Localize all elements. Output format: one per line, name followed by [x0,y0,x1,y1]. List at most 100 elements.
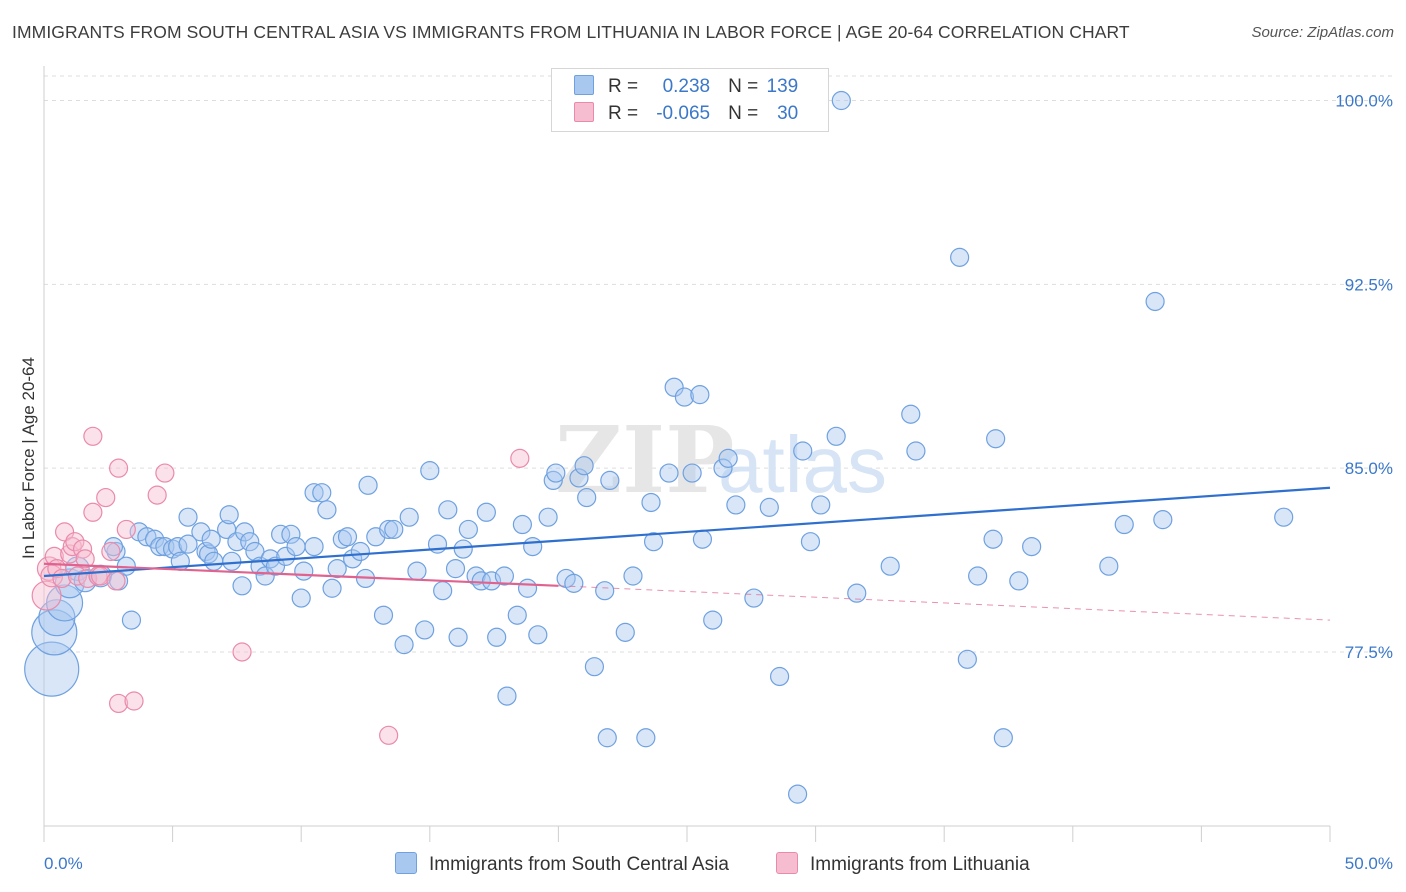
data-point-south-central-asia [950,247,970,267]
data-point-lithuania [232,642,252,662]
trend-lines [43,486,1331,621]
data-point-south-central-asia [517,578,538,598]
data-point-south-central-asia [481,571,502,591]
data-point-south-central-asia [682,463,702,483]
data-point-south-central-asia [358,475,378,495]
data-point-south-central-asia [350,541,370,562]
legend-r-label: R = [608,103,639,124]
data-point-south-central-asia [384,519,404,540]
data-point-south-central-asia [304,536,324,557]
data-point-south-central-asia [304,483,324,503]
data-point-lithuania [155,463,175,483]
data-point-south-central-asia [265,556,286,576]
data-point-south-central-asia [286,536,306,557]
data-point-south-central-asia [137,527,157,547]
x-tick-label-min: 0.0% [44,854,83,873]
data-point-south-central-asia [191,522,211,542]
pink-points [31,426,530,745]
data-point-south-central-asia [317,500,337,520]
data-point-south-central-asia [759,497,779,517]
chart-title: IMMIGRANTS FROM SOUTH CENTRAL ASIA VS IM… [12,22,1130,42]
trend-line-pink [43,562,559,587]
data-point-south-central-asia [394,635,414,655]
y-tick-label: 85.0% [1345,459,1393,478]
data-point-south-central-asia [993,728,1013,748]
data-point-south-central-asia [1099,556,1119,576]
data-point-south-central-asia [901,404,921,424]
data-point-south-central-asia [201,529,221,549]
data-point-south-central-asia [1114,514,1134,535]
y-axis-ticks: 77.5% 85.0% 92.5% 100.0% [1335,92,1393,662]
data-point-south-central-asia [659,463,679,483]
data-point-south-central-asia [1022,536,1042,557]
data-point-south-central-asia [744,588,764,608]
data-point-south-central-asia [255,566,275,586]
data-point-lithuania [379,725,399,745]
data-point-south-central-asia [332,529,352,549]
data-point-south-central-asia [769,666,790,687]
data-point-south-central-asia [574,456,594,476]
bottom-legend-blue: Immigrants from South Central Asia [395,852,729,876]
data-point-south-central-asia [494,566,514,586]
bottom-legend-pink: Immigrants from Lithuania [776,852,1030,876]
data-point-lithuania [124,691,144,711]
data-point-south-central-asia [204,551,224,571]
data-point-south-central-asia [163,539,183,559]
legend-row-pink: R = -0.065 N = 30 [574,102,798,126]
bottom-legend-label-pink: Immigrants from Lithuania [810,854,1030,875]
data-point-south-central-asia [831,90,851,111]
legend-row-blue: R = 0.238 N = 139 [574,75,798,99]
data-point-lithuania [108,693,129,714]
data-point-lithuania [116,519,136,540]
data-point-south-central-asia [476,502,496,522]
data-point-south-central-asia [222,551,242,571]
data-point-lithuania [60,544,80,564]
data-point-south-central-asia [674,387,695,407]
data-point-south-central-asia [322,578,342,598]
data-point-south-central-asia [1153,510,1173,530]
data-point-south-central-asia [641,492,661,513]
data-point-south-central-asia [178,507,198,527]
data-point-south-central-asia [291,588,311,608]
legend-swatch-pink [574,102,594,122]
data-point-south-central-asia [337,527,358,547]
legend-n-value: 139 [766,76,799,97]
data-point-south-central-asia [232,576,252,596]
data-point-south-central-asia [1009,571,1029,591]
axes [43,66,1331,842]
data-point-south-central-asia [787,784,808,804]
data-point-south-central-asia [497,686,517,706]
data-point-south-central-asia [957,649,977,669]
trend-line-blue [43,486,1331,578]
data-point-south-central-asia [690,385,710,405]
data-point-lithuania [65,532,85,552]
blue-points [24,90,1294,804]
data-point-south-central-asia [546,463,566,483]
data-point-south-central-asia [453,539,473,559]
data-point-south-central-asia [379,519,399,540]
correlation-legend: R = 0.238 N = 139 R = -0.065 N = 30 [551,68,829,132]
data-point-south-central-asia [471,571,491,591]
data-point-south-central-asia [407,561,427,581]
data-point-south-central-asia [448,627,468,647]
data-point-lithuania [96,487,116,508]
legend-r-value: -0.065 [656,103,711,124]
data-point-south-central-asia [847,583,867,603]
data-point-south-central-asia [643,532,664,552]
data-point-south-central-asia [512,514,532,535]
data-point-south-central-asia [312,483,332,503]
data-point-south-central-asia [45,584,84,622]
data-point-south-central-asia [636,728,656,748]
data-point-south-central-asia [983,529,1003,549]
data-point-south-central-asia [271,524,291,544]
bottom-legend-swatch-blue [395,852,417,874]
data-point-lithuania [83,502,103,522]
data-point-south-central-asia [523,536,543,557]
data-point-south-central-asia [726,495,746,515]
data-point-south-central-asia [219,505,239,525]
bottom-legend-label-blue: Immigrants from South Central Asia [429,854,729,875]
data-point-south-central-asia [121,610,142,630]
data-point-south-central-asia [1274,507,1294,527]
data-point-lithuania [101,541,121,562]
